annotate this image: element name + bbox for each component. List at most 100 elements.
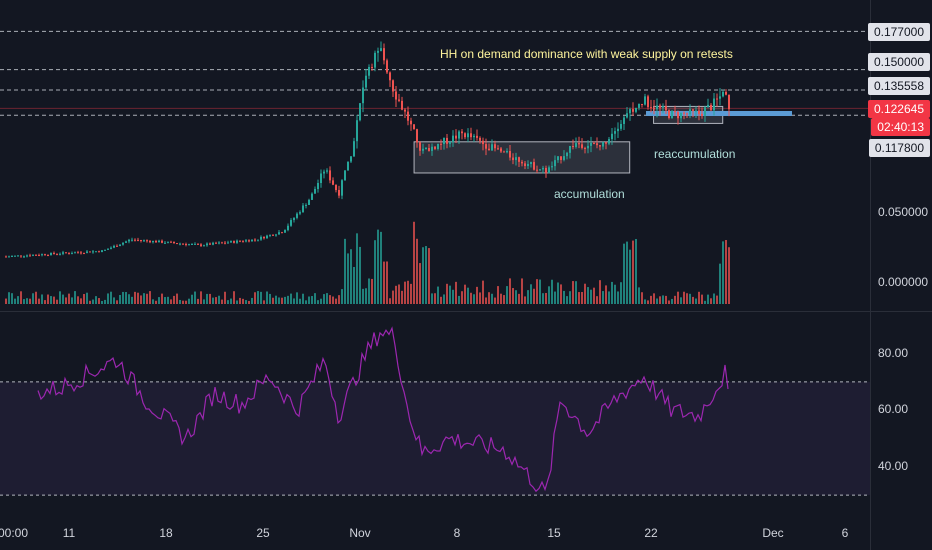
volume-bar [200, 291, 202, 304]
volume-bar [602, 291, 604, 304]
volume-bar [266, 291, 268, 304]
volume-bar [587, 287, 589, 304]
time-tick: 18 [159, 526, 173, 540]
volume-bar [59, 291, 61, 304]
candle-body [641, 104, 643, 106]
candle-body [92, 251, 94, 253]
candle-body [650, 107, 652, 109]
volume-bar [404, 281, 406, 304]
candle-body [299, 212, 301, 214]
volume-bar [197, 298, 199, 304]
volume-bar [704, 300, 706, 304]
candle-body [533, 162, 535, 170]
volume-bar [293, 298, 295, 304]
time-tick: Nov [349, 526, 371, 540]
volume-bar [146, 293, 148, 304]
candle-body [410, 120, 412, 125]
volume-bar [182, 300, 184, 304]
volume-bar [122, 291, 124, 304]
volume-bar [452, 289, 454, 304]
volume-bar [65, 297, 67, 304]
candle-body [179, 243, 181, 245]
candle-body [536, 169, 538, 171]
candle-body [560, 156, 562, 160]
volume-bar [503, 295, 505, 304]
candle-body [65, 252, 67, 254]
candle-body [170, 241, 172, 243]
volume-bar [224, 291, 226, 304]
volume-bar [539, 279, 541, 304]
volume-bar [56, 299, 58, 304]
candle-body [452, 135, 454, 143]
candle-body [281, 232, 283, 234]
volume-bar [428, 248, 430, 304]
demand-zone-line [646, 111, 792, 116]
volume-bar [434, 293, 436, 304]
time-tick: 6 [841, 526, 849, 540]
volume-bar [77, 296, 79, 304]
candle-body [692, 109, 694, 111]
volume-bar [641, 292, 643, 304]
volume-bar [221, 299, 223, 304]
volume-bar [620, 282, 622, 304]
volume-bar [401, 290, 403, 304]
volume-bar [578, 292, 580, 304]
volume-bar [626, 241, 628, 304]
volume-bar [194, 291, 196, 304]
volume-bar [74, 291, 76, 304]
candle-body [482, 140, 484, 145]
candle-body [176, 243, 178, 245]
volume-bar [377, 229, 379, 304]
candle-body [317, 182, 319, 190]
time-tick: 22 [644, 526, 658, 540]
candle-body [386, 60, 388, 73]
volume-bar [563, 290, 565, 304]
candle-body [713, 98, 715, 111]
volume-bar [371, 278, 373, 304]
volume-bar [575, 281, 577, 304]
volume-bar [89, 300, 91, 304]
candle-body [695, 110, 697, 112]
candle-body [494, 144, 496, 149]
rsi-tick-80: 80.00 [878, 346, 909, 360]
volume-bar [596, 296, 598, 304]
volume-bar [257, 291, 259, 304]
candle-body [605, 142, 607, 144]
candle-body [437, 143, 439, 149]
headline-annotation: HH on demand dominance with weak supply … [440, 47, 733, 61]
candle-body [119, 244, 121, 247]
volume-bar [281, 297, 283, 304]
volume-bar [245, 300, 247, 304]
candle-body [413, 124, 415, 130]
candle-body [395, 91, 397, 100]
volume-bar [113, 297, 115, 304]
price-tick-000000: 0.000000 [878, 275, 929, 289]
volume-bar [425, 246, 427, 304]
volume-bar [311, 296, 313, 304]
volume-bar [722, 241, 724, 304]
candle-body [425, 148, 427, 150]
candle-body [260, 236, 262, 240]
volume-bar [629, 249, 631, 304]
volume-bar [125, 292, 127, 304]
volume-bar [347, 253, 349, 304]
candle-body [353, 141, 355, 157]
candle-body [416, 129, 418, 143]
volume-bar [413, 221, 415, 304]
candle-body [383, 48, 385, 61]
pane-divider[interactable] [0, 311, 932, 312]
volume-bar [329, 295, 331, 304]
candle-body [419, 142, 421, 151]
volume-bar [440, 296, 442, 304]
candle-body [305, 204, 307, 206]
volume-bar [164, 297, 166, 304]
volume-bar [116, 300, 118, 304]
candle-body [344, 170, 346, 181]
volume-bar [188, 298, 190, 304]
candle-body [77, 252, 79, 254]
candle-body [62, 252, 64, 254]
candle-body [629, 109, 631, 114]
candle-body [209, 243, 211, 245]
volume-bar [605, 285, 607, 304]
